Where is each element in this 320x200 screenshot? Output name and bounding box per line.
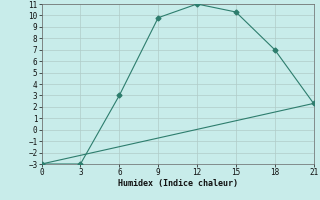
X-axis label: Humidex (Indice chaleur): Humidex (Indice chaleur) — [118, 179, 237, 188]
